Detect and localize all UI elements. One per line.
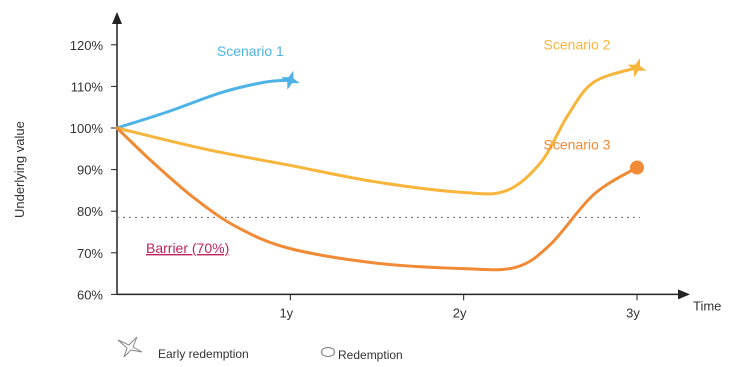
y-tick-label: 70% — [77, 246, 103, 261]
x-axis-title: Time — [693, 298, 721, 313]
x-tick-label: 1y — [279, 305, 293, 320]
legend-label-early-redemption: Early redemption — [158, 347, 249, 361]
y-tick-label: 80% — [77, 204, 103, 219]
y-axis-arrow-icon — [112, 12, 122, 24]
legend: Early redemption Redemption — [117, 336, 403, 362]
circle-outline-icon — [320, 346, 336, 358]
series-scenario-3: Scenario 3 — [115, 126, 644, 272]
y-tick-label: 110% — [71, 79, 104, 94]
series-label-scenario-3: Scenario 3 — [544, 137, 611, 153]
x-axis-arrow-icon — [678, 289, 690, 300]
legend-label-redemption: Redemption — [338, 348, 403, 362]
barrier: Barrier (70%) — [117, 216, 640, 256]
series-label-scenario-1: Scenario 1 — [217, 43, 284, 59]
legend-item-early-redemption: Early redemption — [117, 336, 249, 361]
y-tick-label: 60% — [77, 287, 103, 302]
x-tick-label: 2y — [453, 305, 467, 320]
series-line-scenario-1 — [115, 78, 292, 130]
y-tick-label: 90% — [77, 163, 103, 178]
series-scenario-1: Scenario 1 — [115, 43, 300, 130]
star-outline-icon — [117, 336, 143, 358]
legend-item-redemption: Redemption — [320, 346, 403, 362]
series-line-scenario-2 — [115, 66, 639, 196]
series-line-scenario-3 — [115, 126, 639, 272]
y-axis-title: Underlying value — [12, 121, 27, 218]
y-ticks: 120% 110% 100% 90% 80% 70% 60% — [70, 38, 117, 302]
circle-marker-icon — [630, 160, 644, 175]
y-tick-label: 120% — [70, 38, 104, 53]
star-marker-icon — [627, 58, 647, 78]
axes — [112, 12, 690, 300]
series-label-scenario-2: Scenario 2 — [544, 37, 611, 53]
star-marker-icon — [280, 70, 300, 90]
series-scenario-2: Scenario 2 — [115, 37, 647, 196]
x-tick-label: 3y — [626, 305, 640, 320]
y-tick-label: 100% — [70, 121, 104, 136]
barrier-label: Barrier (70%) — [146, 240, 229, 256]
series: Scenario 1 Scenario 2 Scenario 3 — [115, 37, 647, 272]
x-ticks: 1y 2y 3y — [279, 294, 640, 320]
